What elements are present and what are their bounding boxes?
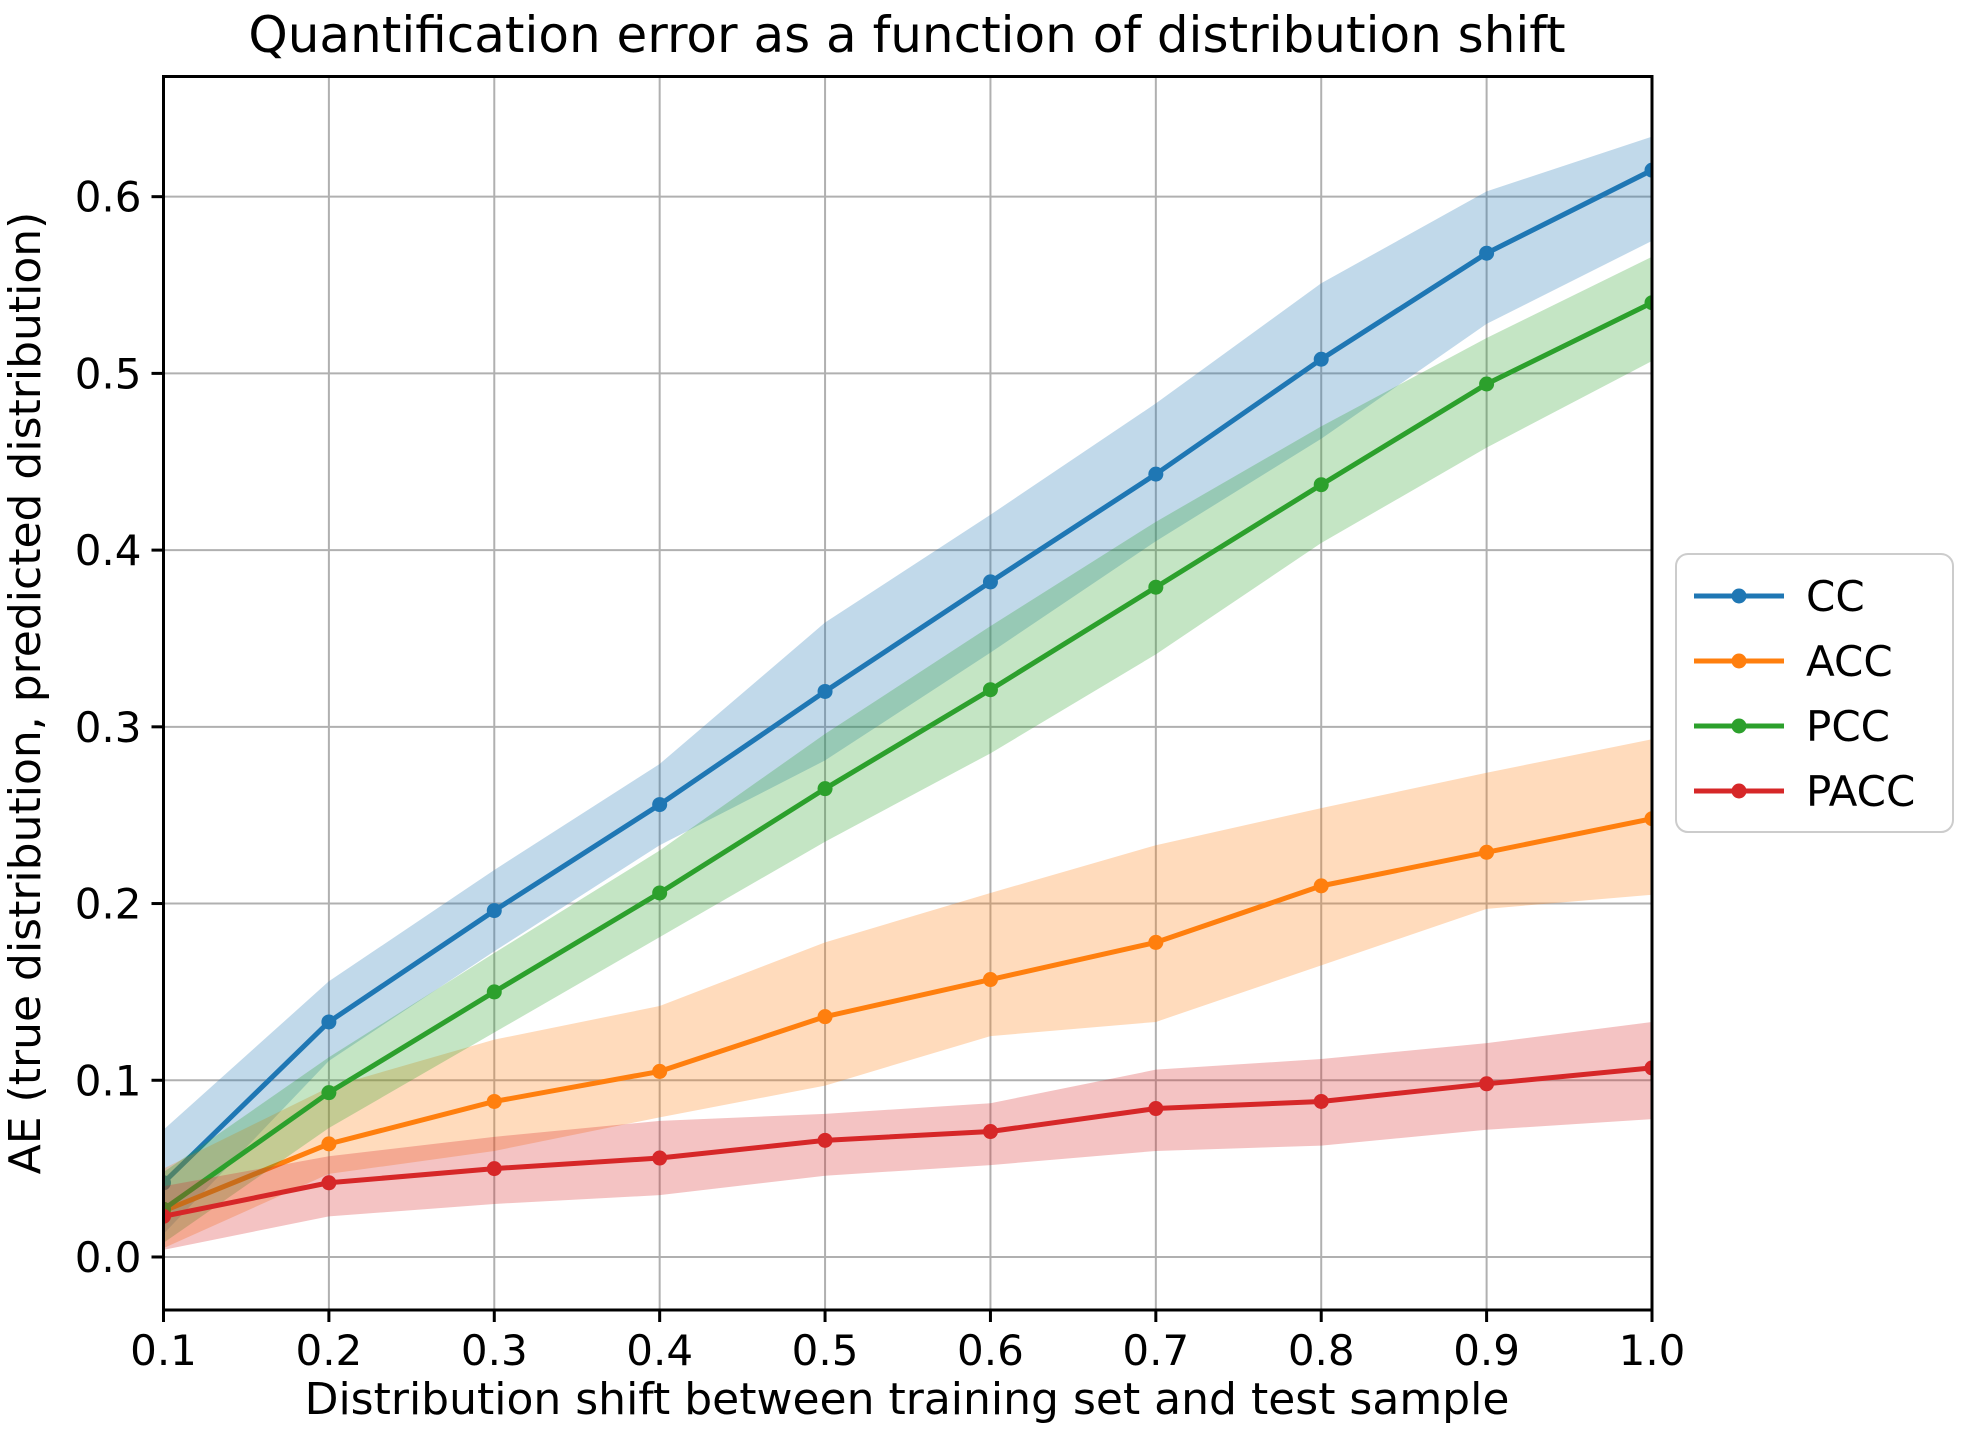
legend-item-PCC: PCC xyxy=(1694,702,1890,751)
data-point-PCC xyxy=(486,984,502,1000)
data-point-PCC xyxy=(1644,295,1652,311)
x-axis-label: Distribution shift between training set … xyxy=(305,1374,1510,1425)
data-point-CC xyxy=(817,683,833,699)
series-line-CC xyxy=(163,167,1652,1186)
data-point-PCC xyxy=(652,885,668,901)
legend-marker-ACC xyxy=(1731,653,1747,669)
x-tick-label: 0.9 xyxy=(1453,1326,1520,1375)
legend-item-PACC: PACC xyxy=(1694,767,1915,816)
data-point-PCC xyxy=(1479,376,1495,392)
x-tick-label: 0.2 xyxy=(295,1326,362,1375)
x-tick-label: 0.5 xyxy=(792,1326,859,1375)
legend-item-ACC: ACC xyxy=(1694,637,1893,686)
y-axis-label: AE (true distribution, predicted distrib… xyxy=(0,212,51,1175)
y-tick-label: 0.2 xyxy=(75,880,142,929)
series-line-PCC xyxy=(163,300,1652,1212)
x-tick-label: 0.3 xyxy=(461,1326,528,1375)
y-tick-label: 0.6 xyxy=(75,173,142,222)
legend-item-CC: CC xyxy=(1694,572,1865,621)
confidence-band-CC xyxy=(163,136,1652,1235)
x-tick-label: 0.7 xyxy=(1122,1326,1189,1375)
data-point-ACC xyxy=(982,972,998,988)
series-line-PACC xyxy=(163,1065,1652,1219)
y-tick-label: 0.3 xyxy=(75,703,142,752)
y-tick-label: 0.1 xyxy=(75,1056,142,1105)
data-point-CC xyxy=(486,903,502,919)
series-line-ACC xyxy=(163,816,1652,1214)
y-tick-label: 0.0 xyxy=(75,1233,142,1282)
data-point-CC xyxy=(982,574,998,590)
legend-marker-CC xyxy=(1731,588,1747,604)
legend-label-PCC: PCC xyxy=(1806,702,1890,751)
confidence-band-ACC xyxy=(163,739,1652,1249)
y-tick-label: 0.4 xyxy=(75,526,142,575)
data-point-PACC xyxy=(982,1124,998,1140)
x-tick-label: 0.1 xyxy=(130,1326,197,1375)
data-point-CC xyxy=(321,1014,337,1030)
data-point-ACC xyxy=(1313,878,1329,894)
x-tick-label: 0.8 xyxy=(1288,1326,1355,1375)
data-point-ACC xyxy=(1148,934,1164,950)
data-point-PACC xyxy=(1148,1101,1164,1117)
data-point-PACC xyxy=(817,1132,833,1148)
data-point-PACC xyxy=(1313,1093,1329,1109)
legend-label-ACC: ACC xyxy=(1806,637,1893,686)
data-point-PACC xyxy=(652,1150,668,1166)
data-point-PCC xyxy=(1313,477,1329,493)
legend-marker-PCC xyxy=(1731,718,1747,734)
data-point-CC xyxy=(1644,162,1652,178)
data-point-PCC xyxy=(817,781,833,797)
data-point-PCC xyxy=(321,1085,337,1101)
data-point-CC xyxy=(163,1175,171,1191)
data-point-PACC xyxy=(1479,1076,1495,1092)
data-point-CC xyxy=(1148,466,1164,482)
data-point-ACC xyxy=(817,1009,833,1025)
legend-marker-PACC xyxy=(1731,783,1747,799)
confidence-band-PCC xyxy=(163,256,1652,1243)
data-point-PACC xyxy=(486,1161,502,1177)
data-point-ACC xyxy=(321,1136,337,1152)
x-tick-label: 0.6 xyxy=(957,1326,1024,1375)
legend-label-CC: CC xyxy=(1806,572,1865,621)
series-markers-PCC xyxy=(163,295,1652,1217)
data-point-PCC xyxy=(1148,579,1164,595)
data-point-CC xyxy=(1479,245,1495,261)
data-point-PACC xyxy=(163,1208,171,1224)
data-point-PCC xyxy=(982,682,998,698)
axes: 0.1 0.2 0.3 0.4 0.5 0.6 0.7 0.8 0.9 1.0 0.0 0.1 0.2 0… xyxy=(75,75,1686,1375)
legend-box xyxy=(1675,553,1954,833)
data-point-PACC xyxy=(1644,1060,1652,1076)
legend-label-PACC: PACC xyxy=(1806,767,1915,816)
data-point-ACC xyxy=(652,1063,668,1079)
series-markers-PACC xyxy=(163,1060,1652,1224)
x-tick-label: 0.4 xyxy=(626,1326,693,1375)
data-point-ACC xyxy=(1644,811,1652,827)
series-markers-CC xyxy=(163,162,1652,1191)
data-point-CC xyxy=(1313,351,1329,367)
data-point-CC xyxy=(652,797,668,813)
chart-title: Quantification error as a function of di… xyxy=(248,6,1565,64)
y-tick-label: 0.5 xyxy=(75,349,142,398)
x-tick-label: 1.0 xyxy=(1619,1326,1686,1375)
legend: CC ACC PCC PACC xyxy=(1675,553,1954,833)
data-point-ACC xyxy=(1479,844,1495,860)
plot-border xyxy=(162,75,1654,1312)
data-point-ACC xyxy=(486,1093,502,1109)
data-point-PACC xyxy=(321,1175,337,1191)
